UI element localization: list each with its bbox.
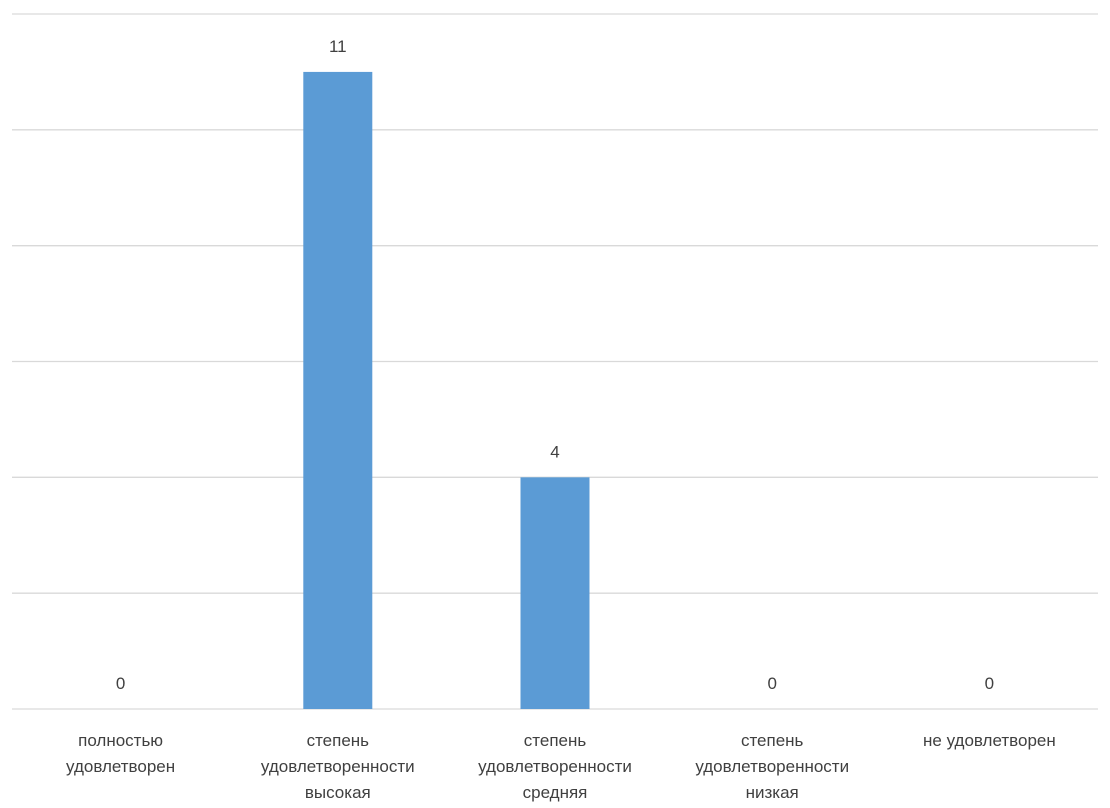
- data-label: 0: [116, 674, 125, 693]
- data-labels: 0 11 4 0 0: [116, 37, 994, 693]
- data-label: 11: [329, 37, 347, 56]
- category-label-line: удовлетворенности: [478, 757, 632, 776]
- bar: [303, 71, 373, 709]
- category-label-line: не удовлетворен: [923, 731, 1056, 750]
- bar: [520, 477, 590, 709]
- category-label: степень удовлетворенности высокая: [261, 731, 415, 802]
- data-label: 0: [985, 674, 994, 693]
- bars: [303, 71, 590, 709]
- category-label-line: удовлетворен: [66, 757, 175, 776]
- category-label-line: степень: [524, 731, 587, 750]
- data-label: 0: [767, 674, 776, 693]
- category-label-line: удовлетворенности: [261, 757, 415, 776]
- category-label: степень удовлетворенности низкая: [695, 731, 849, 802]
- category-label-line: низкая: [746, 783, 799, 802]
- category-label: степень удовлетворенности средняя: [478, 731, 632, 802]
- category-label-line: степень: [741, 731, 804, 750]
- data-label: 4: [550, 442, 559, 461]
- category-label-line: полностью: [78, 731, 163, 750]
- category-label: полностью удовлетворен: [66, 731, 175, 776]
- category-label-line: средняя: [523, 783, 588, 802]
- category-label: не удовлетворен: [923, 731, 1056, 750]
- category-label-line: степень: [307, 731, 370, 750]
- x-axis-tick-labels: полностью удовлетворен степень удовлетворен…: [66, 731, 1056, 802]
- category-label-line: высокая: [305, 783, 371, 802]
- category-label-line: удовлетворенности: [695, 757, 849, 776]
